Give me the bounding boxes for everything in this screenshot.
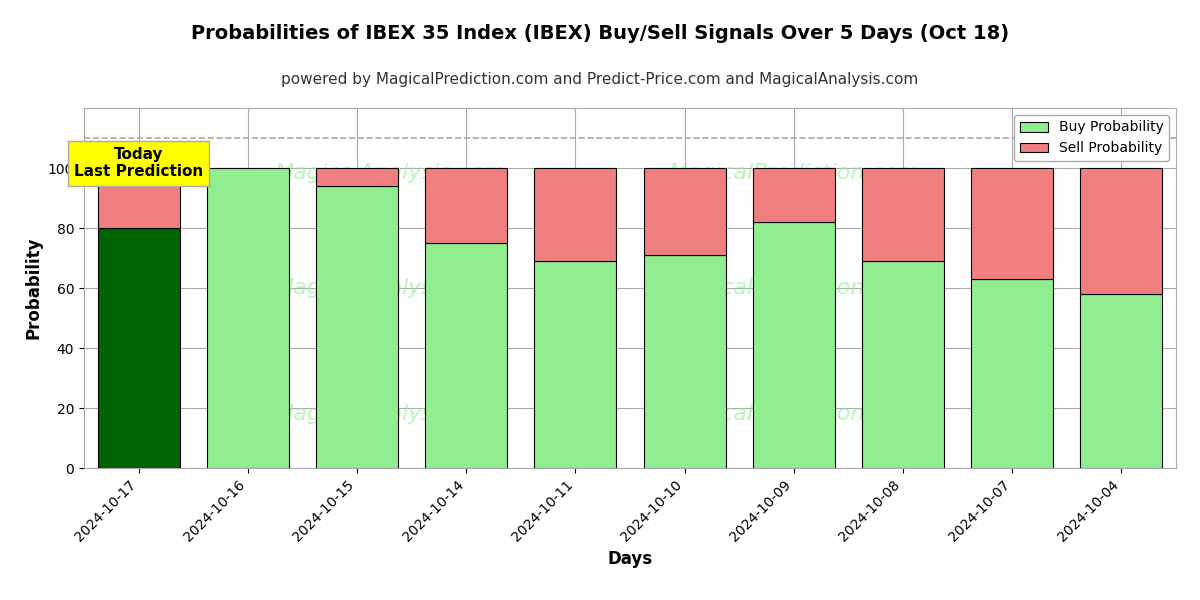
Y-axis label: Probability: Probability [24, 237, 42, 339]
Bar [534, 168, 617, 261]
Bar [643, 168, 726, 255]
Text: MagicalPrediction.com: MagicalPrediction.com [668, 404, 919, 424]
Text: powered by MagicalPrediction.com and Predict-Price.com and MagicalAnalysis.com: powered by MagicalPrediction.com and Pre… [281, 72, 919, 87]
Bar [752, 168, 835, 222]
Text: MagicalAnalysis.com: MagicalAnalysis.com [274, 278, 505, 298]
X-axis label: Days: Days [607, 550, 653, 568]
Bar [752, 222, 835, 468]
Bar [97, 168, 180, 228]
Bar [1080, 168, 1163, 294]
Bar [971, 279, 1054, 468]
Bar [425, 243, 508, 468]
Text: Probabilities of IBEX 35 Index (IBEX) Buy/Sell Signals Over 5 Days (Oct 18): Probabilities of IBEX 35 Index (IBEX) Bu… [191, 24, 1009, 43]
Bar [425, 168, 508, 243]
Text: MagicalAnalysis.com: MagicalAnalysis.com [274, 404, 505, 424]
Bar [316, 186, 398, 468]
Legend: Buy Probability, Sell Probability: Buy Probability, Sell Probability [1014, 115, 1169, 161]
Text: MagicalAnalysis.com: MagicalAnalysis.com [274, 163, 505, 183]
Text: Today
Last Prediction: Today Last Prediction [74, 147, 203, 179]
Bar [971, 168, 1054, 279]
Text: MagicalPrediction.com: MagicalPrediction.com [668, 278, 919, 298]
Bar [316, 168, 398, 186]
Bar [1080, 294, 1163, 468]
Bar [862, 261, 944, 468]
Bar [97, 228, 180, 468]
Bar [206, 168, 289, 468]
Bar [862, 168, 944, 261]
Bar [534, 261, 617, 468]
Text: MagicalPrediction.com: MagicalPrediction.com [668, 163, 919, 183]
Bar [643, 255, 726, 468]
